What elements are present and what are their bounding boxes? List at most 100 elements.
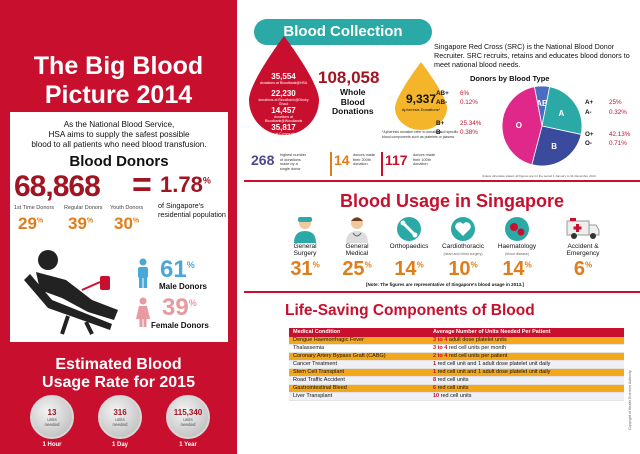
blood-type-row: AB- 0.12%	[436, 99, 478, 106]
drop-stat-value: 35,554	[271, 72, 296, 81]
drop-stat-value: 35,817	[271, 123, 296, 132]
table-row: Cancer Treatment 1 red cell unit and 1 ad…	[289, 360, 624, 369]
units-number: 3 to 4	[433, 336, 448, 343]
donor-pct-value: 30	[114, 214, 133, 233]
drop-stat-caption: donations at Community Drives	[259, 132, 308, 136]
whole-blood-line: Blood	[340, 96, 365, 107]
badge-unit: units	[183, 417, 193, 422]
usage-pct-value: 10	[448, 258, 471, 280]
pie-slice-b	[531, 125, 582, 167]
condition-cell: Stem Cell Transplant	[289, 368, 429, 377]
blood-type-row: AB+ 6%	[436, 90, 469, 97]
units-text: red cell units	[437, 376, 469, 383]
condition-cell: Thalassemia	[289, 344, 429, 353]
units-text: red cell units per month	[448, 344, 507, 351]
blood-drop-icon	[249, 36, 319, 135]
pie-slice-a	[541, 86, 583, 135]
units-text: red cell unit and 1 adult dose platelet …	[437, 368, 551, 375]
table-header-row: Medical Condition Average Number of Unit…	[289, 328, 624, 337]
blood-donors-box: As the National Blood Service, HSA aims …	[10, 112, 228, 342]
blood-type: B-	[436, 129, 443, 136]
units-cell: 1 red cell unit and 1 adult dose platele…	[429, 368, 624, 377]
usage-badge-hour: 13 units needed	[30, 395, 74, 439]
blood-type: AB+	[436, 90, 449, 97]
total-donors: 68,868	[14, 170, 101, 203]
pct-symbol: %	[186, 260, 195, 270]
usage-category-line: Accident &	[567, 243, 599, 250]
drop-stat: 35,554 donations at Bloodbank@HSA	[256, 72, 311, 85]
usage-category-line: General	[293, 243, 317, 250]
record-text: highest number of donations made by a si…	[280, 153, 307, 171]
table-row: Liver Transplant 10 red cell units	[289, 392, 624, 401]
record-value: 268	[251, 152, 275, 168]
usage-badge-year: 115,340 units needed	[166, 395, 210, 439]
whole-blood-label: Whole Blood Donations	[332, 87, 374, 117]
drop-stat: 14,457 donations at Bloodbank@Woodlands	[256, 106, 311, 123]
usage-category-line: General	[345, 243, 369, 250]
blood-type: O+	[585, 131, 594, 138]
blood-type-pct: 0.32%	[609, 109, 627, 116]
usage-pct-value: 6	[573, 258, 585, 280]
blood-collection-heading: Blood Collection	[254, 19, 432, 45]
pct-symbol: %	[312, 260, 320, 270]
drop-stat-value: 14,457	[271, 106, 296, 115]
src-description: Singapore Red Cross (SRC) is the Nationa…	[434, 42, 630, 69]
badge-value: 316	[113, 408, 127, 417]
drop-stat-value: 22,230	[271, 89, 296, 98]
units-cell: 1 red cell unit and 1 adult dose platele…	[429, 360, 624, 369]
usage-category: Cardiothoracic (heart and chest surgery)	[437, 243, 489, 258]
blood-type-row: O- 0.71%	[585, 140, 627, 147]
blood-type: AB-	[436, 99, 448, 106]
usage-category: Haematology (blood disease)	[491, 243, 543, 258]
whole-blood-line: Whole	[340, 87, 366, 97]
population-label: of Singapore's residential population	[158, 201, 230, 219]
apheresis-note: *Apheresis donation refer to donations o…	[382, 130, 459, 139]
estimate-title: Estimated Blood Usage Rate for 2015	[0, 356, 237, 392]
record-text: donors made their 200th donation	[353, 153, 376, 166]
whole-blood-value: 108,058	[318, 68, 380, 87]
pct-symbol: %	[86, 217, 94, 225]
donor-type-label: Regular Donors	[64, 205, 103, 211]
usage-badge-day: 316 units needed	[98, 395, 142, 439]
blood-cells-icon	[505, 217, 529, 241]
heart-icon	[451, 217, 475, 241]
pct-symbol: %	[524, 260, 532, 270]
pct-symbol: %	[364, 260, 372, 270]
pie-slice-o	[501, 86, 543, 166]
blood-type: A+	[585, 99, 594, 106]
donor-type-label: Youth Donors	[110, 205, 144, 211]
male-donor-icon	[138, 258, 148, 288]
badge-unit: needed	[180, 422, 196, 427]
blood-type-pct: 42.13%	[609, 131, 631, 138]
usage-pct-value: 25	[342, 258, 365, 280]
intro-line: HSA aims to supply the safest possible	[48, 130, 190, 139]
badge-unit: units	[47, 417, 57, 422]
table-row: Road Traffic Accident 8 red cell units	[289, 376, 624, 385]
main-title: The Big Blood Picture 2014	[0, 52, 237, 110]
male-pct: 61%	[160, 256, 195, 284]
donor-pct-value: 39	[68, 214, 87, 233]
units-cell: 2 to 4 red cell units per patient	[429, 352, 624, 361]
table-row: Stem Cell Transplant 1 red cell unit and …	[289, 368, 624, 377]
usage-category-line: Haematology	[497, 243, 537, 250]
intro-line: As the National Blood Service,	[63, 120, 175, 129]
apheresis-value: 9,337	[405, 92, 437, 106]
condition-cell: Liver Transplant	[289, 392, 429, 401]
apheresis-drop-icon	[395, 62, 447, 130]
figures-period-note: Unless otherwise stated, all figures are…	[482, 174, 597, 178]
units-number: 10	[433, 392, 440, 399]
column-header: Average Number of Units Needed Per Patie…	[429, 328, 624, 337]
units-text: red cell units	[440, 392, 472, 399]
blood-type-row: B- 0.38%	[436, 129, 478, 136]
blood-type-pct: 6%	[460, 90, 470, 97]
male-donors-label: Male Donors	[159, 282, 208, 291]
equals-sign: =	[132, 166, 152, 204]
blood-type-pct: 0.71%	[609, 140, 627, 147]
condition-cell: Gastrointestinal Bleed	[289, 384, 429, 393]
column-header: Medical Condition	[289, 328, 429, 337]
doctor-icon	[346, 217, 368, 243]
bone-icon	[397, 217, 421, 241]
usage-category-line: Emergency	[566, 250, 600, 257]
estimate-line: Estimated Blood	[55, 356, 182, 373]
